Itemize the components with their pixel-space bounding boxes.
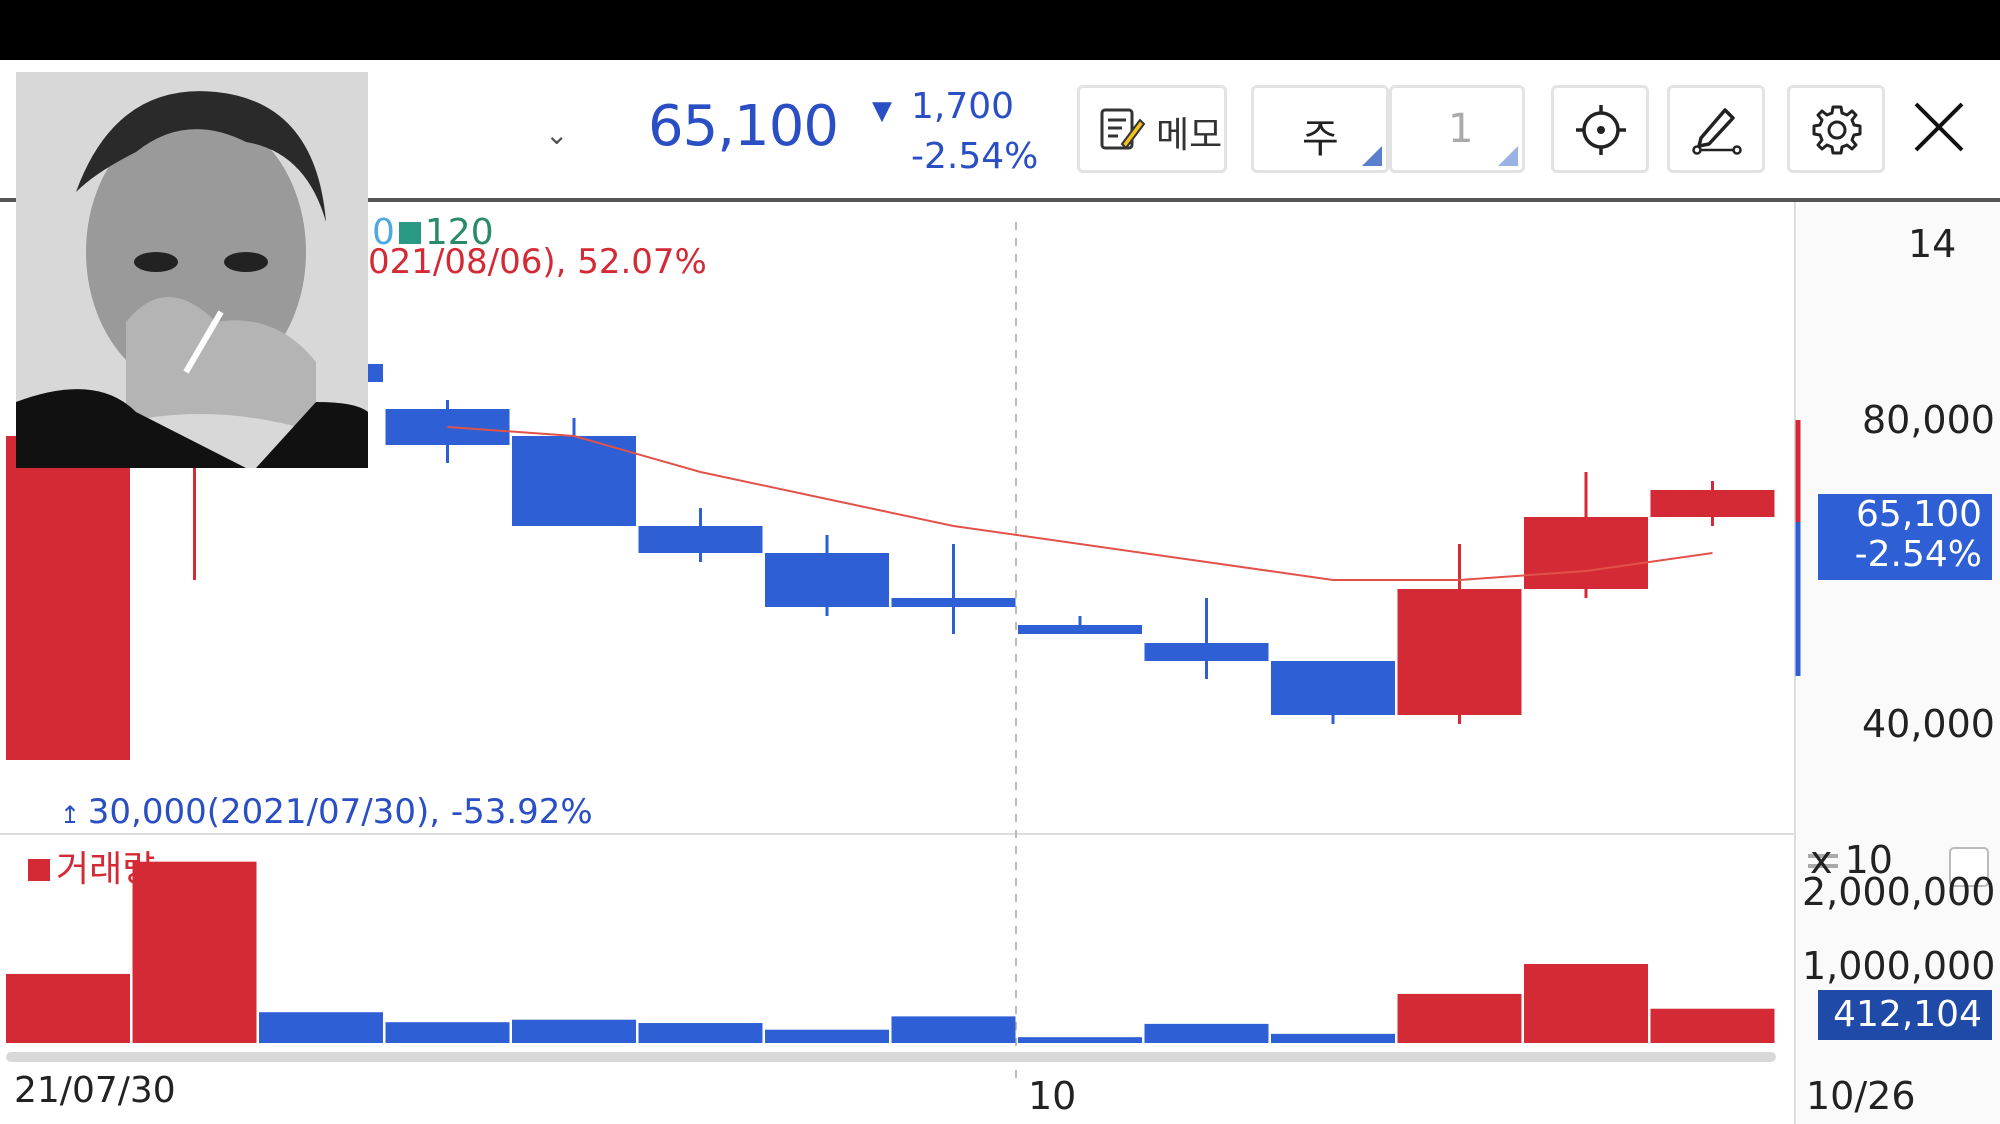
x-axis-label: 10/26 (1806, 1074, 1916, 1118)
volume-bar (1524, 963, 1648, 1043)
close-icon (1914, 102, 1964, 152)
price-volume-chart[interactable] (0, 202, 2000, 1124)
price-axis-area (1797, 202, 2000, 1124)
down-arrow-icon: ▼ (872, 96, 892, 126)
volume-bar (132, 861, 257, 1043)
status-bar (0, 0, 2000, 60)
candle-body (765, 553, 889, 607)
low-annotation: ↥ 30,000(2021/07/30), -53.92% (60, 792, 593, 832)
settings-button[interactable] (1787, 85, 1885, 173)
volume-bar (385, 1022, 510, 1043)
period-select[interactable]: 주 (1251, 85, 1389, 173)
ma-legend-swatch (398, 222, 421, 244)
price-change: 1,700 (911, 86, 1015, 127)
current-volume-tag: 412,104 (1818, 990, 1992, 1040)
low-annotation-text: 30,000(2021/07/30), -53.92% (87, 792, 593, 832)
candle-body (891, 598, 1016, 607)
toolbar-divider (0, 198, 2000, 202)
volume-bar (6, 973, 130, 1043)
volume-pane-close-box (1949, 847, 1989, 887)
scroll-bar (6, 1052, 1776, 1062)
crosshair-button[interactable] (1551, 85, 1649, 173)
close-button[interactable] (1912, 100, 1966, 158)
period-count: 1 (1448, 106, 1474, 152)
period-label: 주 (1302, 116, 1339, 162)
drawing-tool-button[interactable] (1667, 85, 1765, 173)
candle-body (1018, 625, 1142, 634)
price-change-pct: -2.54% (911, 136, 1039, 177)
candle-body (1144, 643, 1269, 661)
pen-draw-icon (1692, 108, 1742, 155)
candle-body (512, 436, 636, 526)
candle-body (6, 436, 130, 760)
price-axis-tick: 14 (1908, 222, 1957, 266)
volume-axis-tick: 1,000,000 (1802, 944, 1996, 988)
price-axis-tick: 40,000 (1862, 702, 1995, 746)
volume-axis-tick: 2,000,000 (1802, 870, 1996, 914)
volume-tag-value: 412,104 (1833, 994, 1982, 1035)
volume-bar (1144, 1023, 1269, 1043)
candle-body (1650, 490, 1775, 517)
volume-legend-swatch (28, 859, 50, 881)
volume-bar (765, 1029, 889, 1043)
memo-icon (1100, 108, 1146, 150)
volume-bar (512, 1019, 636, 1043)
price-axis-tick: 80,000 (1862, 398, 1995, 442)
crosshair-icon (1576, 105, 1626, 155)
ma-legend-120: 0 120 (372, 212, 494, 253)
ma-legend-value: 120 (424, 212, 494, 253)
moving-average-line (447, 426, 1713, 581)
volume-bar (891, 1016, 1016, 1043)
portrait-photo (16, 72, 368, 468)
volume-bar (1650, 1008, 1775, 1043)
current-price-tag: 65,100 -2.54% (1818, 494, 1992, 580)
price-tag-value: 65,100 (1856, 494, 1982, 535)
candle-body (1271, 661, 1395, 715)
candle-body (1524, 517, 1648, 589)
x-axis-label: 10 (1028, 1074, 1077, 1118)
low-marker-icon: ↥ (60, 801, 88, 829)
candle-body (638, 526, 763, 553)
volume-bar (1018, 1037, 1142, 1043)
ma-legend-cut-text: 0 (372, 212, 395, 253)
price-tag-pct: -2.54% (1854, 534, 1982, 575)
memo-button[interactable]: 메모 (1077, 85, 1227, 173)
x-axis-label: 21/07/30 (14, 1070, 176, 1111)
stock-selector-chevron-icon[interactable]: ⌄ (545, 118, 569, 151)
volume-multiplier: x 10 (1810, 838, 1893, 882)
dropdown-corner-icon (1362, 146, 1382, 166)
volume-bar (259, 1012, 383, 1043)
volume-bar (638, 1023, 763, 1043)
volume-legend: 거래량 (28, 840, 155, 892)
current-price: 65,100 (648, 94, 839, 159)
portrait-image (16, 72, 368, 468)
volume-bar (1397, 993, 1522, 1043)
dropdown-corner-icon (1498, 146, 1518, 166)
volume-bar (1271, 1033, 1395, 1043)
gear-icon (1812, 105, 1862, 155)
high-annotation: 021/08/06), 52.07% (368, 242, 707, 282)
candle-body (1397, 589, 1522, 715)
memo-label: 메모 (1156, 115, 1223, 156)
volume-legend-label: 거래량 (56, 849, 156, 890)
period-count-select[interactable]: 1 (1389, 85, 1525, 173)
